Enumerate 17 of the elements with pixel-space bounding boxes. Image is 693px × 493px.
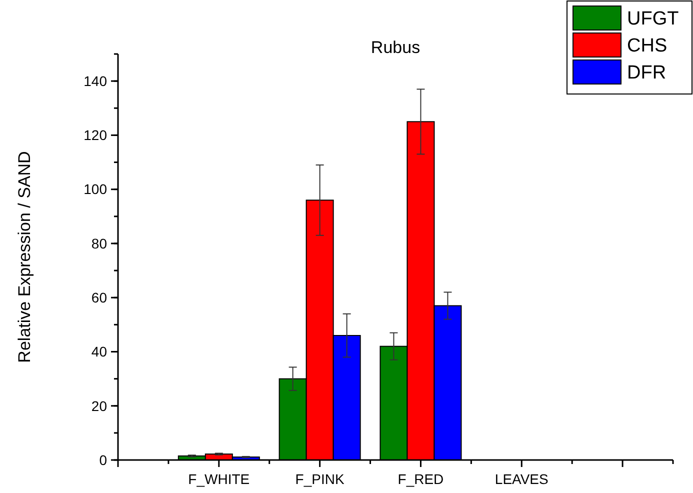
x-tick-label: F_PINK	[295, 471, 345, 487]
y-tick-label: 120	[84, 127, 108, 144]
x-tick-label: F_WHITE	[188, 471, 250, 487]
y-tick-label: 100	[84, 181, 108, 198]
y-axis-title: Relative Expression / SAND	[15, 151, 34, 363]
chart-title: Rubus	[370, 38, 420, 57]
legend-label: UFGT	[627, 8, 680, 30]
y-tick-label: 40	[91, 344, 108, 360]
y-tick-label: 80	[91, 235, 108, 252]
y-tick-label: 20	[91, 398, 108, 414]
y-tick-label: 140	[84, 72, 108, 89]
y-tick-label: 60	[91, 290, 108, 306]
x-tick-label: F_RED	[398, 471, 444, 487]
legend-label: DFR	[627, 62, 666, 84]
x-tick-label: LEAVES	[494, 471, 548, 487]
legend-label: CHS	[627, 36, 668, 57]
y-tick-label: 0	[99, 452, 108, 468]
